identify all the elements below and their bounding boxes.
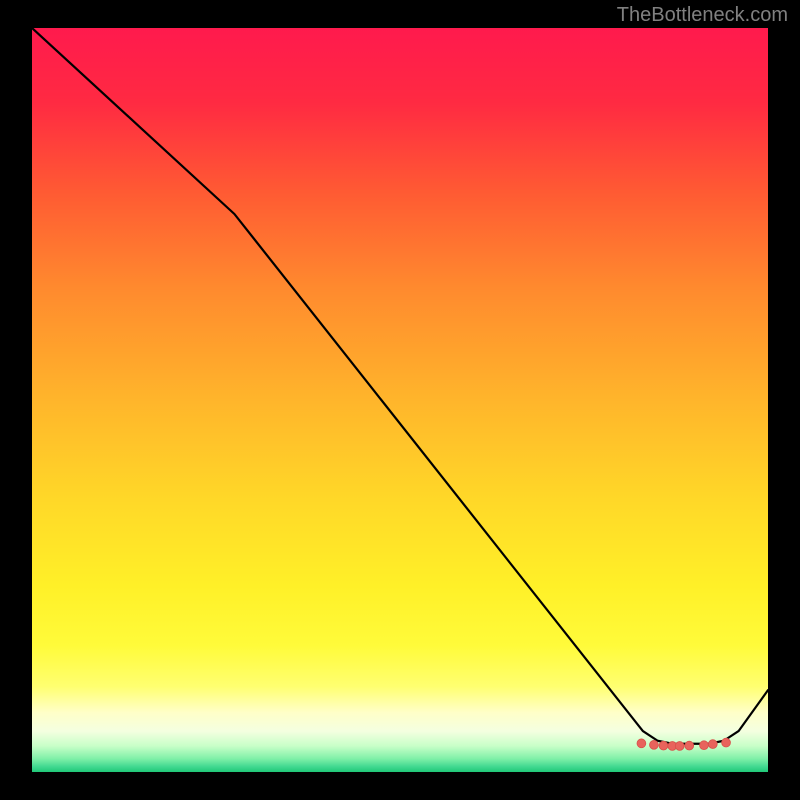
optimal-range-markers [637, 738, 730, 750]
chart-overlay [32, 28, 768, 772]
marker-point [685, 741, 694, 750]
watermark-text: TheBottleneck.com [617, 4, 788, 27]
marker-point [708, 740, 717, 749]
chart-plot-area [32, 28, 768, 772]
marker-point [650, 740, 659, 749]
marker-point [722, 738, 731, 747]
marker-point [700, 741, 709, 750]
marker-point [675, 742, 684, 751]
marker-point [659, 741, 668, 750]
bottleneck-curve [32, 28, 768, 744]
marker-point [637, 739, 646, 748]
